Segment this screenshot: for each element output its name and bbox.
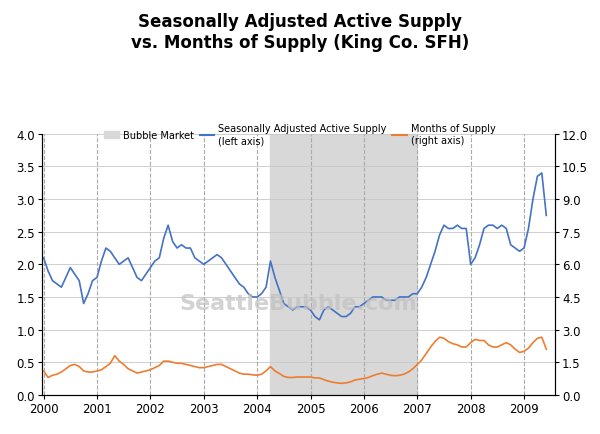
Bar — [271, 135, 417, 395]
Text: Seasonally Adjusted Active Supply
vs. Months of Supply (King Co. SFH): Seasonally Adjusted Active Supply vs. Mo… — [131, 13, 469, 52]
Legend: Bubble Market, Seasonally Adjusted Active Supply
(left axis), Months of Supply
(: Bubble Market, Seasonally Adjusted Activ… — [104, 124, 496, 146]
Text: SeattleBubble.com: SeattleBubble.com — [179, 294, 418, 314]
